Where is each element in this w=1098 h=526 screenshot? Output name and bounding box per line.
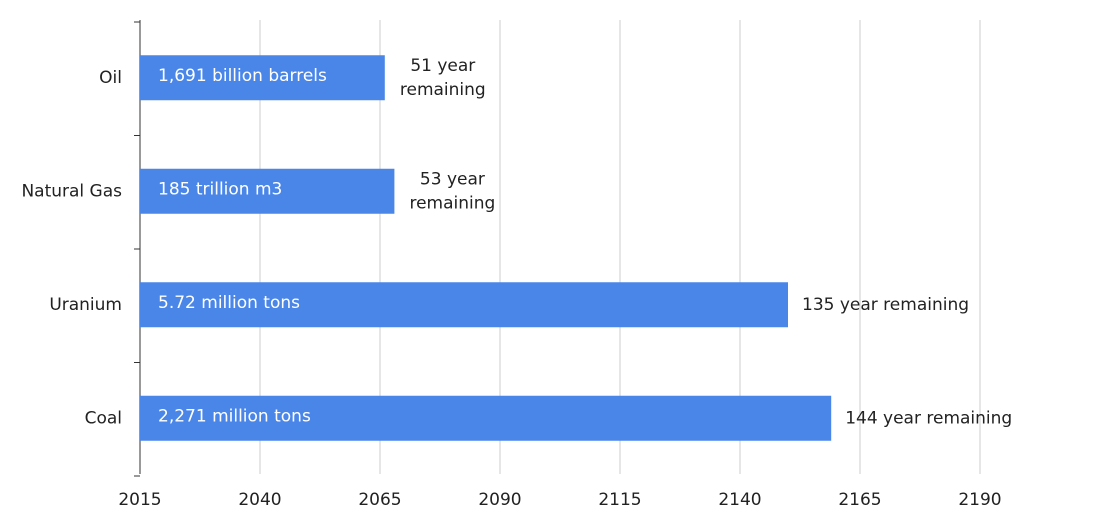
- remaining-label: 51 year remaining: [400, 56, 486, 100]
- reserve-label: 2,271 million tons: [158, 406, 311, 426]
- reserve-label: 185 trillion m3: [158, 179, 282, 199]
- x-tick-label: 2140: [718, 490, 761, 510]
- x-tick-label: 2065: [358, 490, 401, 510]
- reserve-label: 5.72 million tons: [158, 293, 300, 313]
- bar: [140, 395, 832, 441]
- y-tick-label: Oil: [99, 68, 122, 88]
- y-tick-label: Uranium: [49, 295, 122, 315]
- y-tick-label: Natural Gas: [21, 181, 122, 201]
- y-tick-label: Coal: [85, 408, 122, 428]
- x-tick-label: 2090: [478, 490, 521, 510]
- remaining-label: 53 year remaining: [409, 169, 495, 213]
- x-tick-label: 2015: [118, 490, 161, 510]
- x-tick-label: 2040: [238, 490, 281, 510]
- remaining-label: 144 year remaining: [845, 408, 1012, 428]
- remaining-label: 135 year remaining: [802, 295, 969, 315]
- x-tick-label: 2115: [598, 490, 641, 510]
- bar: [140, 168, 395, 214]
- x-tick-label: 2165: [838, 490, 881, 510]
- reserve-label: 1,691 billion barrels: [158, 66, 327, 86]
- x-tick-label: 2190: [958, 490, 1001, 510]
- bar: [140, 55, 385, 101]
- bar: [140, 282, 788, 328]
